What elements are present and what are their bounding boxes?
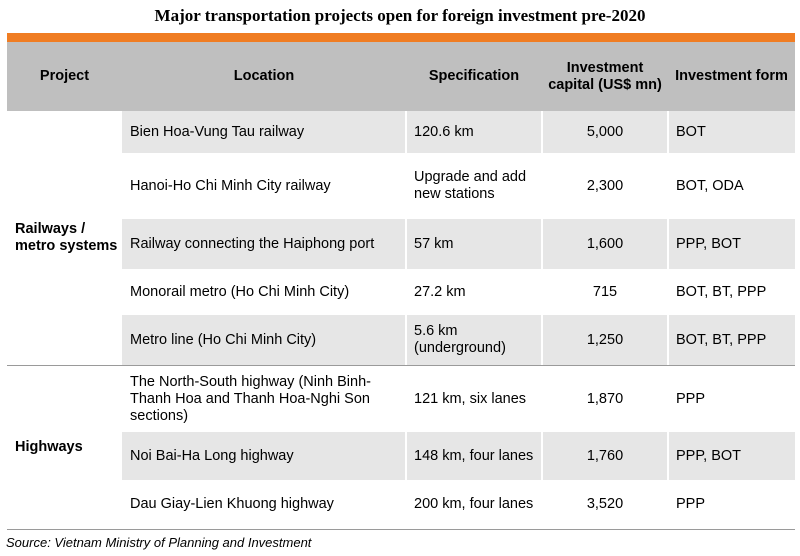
table-row-form: PPP [676, 496, 706, 512]
table-row-capital: 715 [592, 283, 618, 300]
table-bottom-rule [7, 529, 795, 530]
table-row-capital: 1,870 [586, 390, 624, 407]
table-row-spec: 200 km, four lanes [414, 496, 534, 512]
table-row-capital: 1,760 [542, 432, 668, 480]
table-row-location: Monorail metro (Ho Chi Minh City) [130, 283, 350, 300]
table-row-location: Railway connecting the Haiphong port [122, 219, 406, 269]
header-location: Location [122, 42, 406, 111]
table-row-form: PPP, BOT [668, 432, 795, 480]
table-row-location: Hanoi-Ho Chi Minh City railway [130, 177, 331, 194]
table-row-capital: 5,000 [542, 111, 668, 153]
table-row-location: Bien Hoa-Vung Tau railway [122, 111, 406, 153]
table-row-spec: 121 km, six lanes [414, 390, 527, 407]
header-form: Investment form [668, 42, 795, 111]
table-row-spec: 27.2 km [414, 283, 466, 300]
table-row-spec: Upgrade and add new stations [414, 169, 527, 202]
accent-bar [7, 33, 795, 42]
table-row-spec: 57 km [406, 219, 542, 269]
column-divider [667, 111, 669, 529]
header-capital: Investment capital (US$ mn) [542, 42, 668, 111]
table-row-capital: 1,600 [542, 219, 668, 269]
table-row-location: Dau Giay-Lien Khuong highway [130, 496, 334, 512]
column-divider [541, 111, 543, 529]
table-row-location: Metro line (Ho Chi Minh City) [122, 315, 406, 365]
table-row-form: BOT, BT, PPP [668, 315, 795, 365]
header-project: Project [7, 42, 122, 111]
table-row-capital: 3,520 [586, 496, 624, 512]
table-row-form: BOT, BT, PPP [676, 283, 767, 300]
category-highways: Highways [15, 438, 83, 455]
table-row-spec: 120.6 km [406, 111, 542, 153]
table-row-location: Noi Bai-Ha Long highway [122, 432, 406, 480]
table-row-spec: 148 km, four lanes [406, 432, 542, 480]
source-note: Source: Vietnam Ministry of Planning and… [6, 535, 312, 550]
table-row-form: BOT, ODA [676, 177, 744, 194]
table-row-capital: 1,250 [542, 315, 668, 365]
table-row-form: BOT [668, 111, 795, 153]
table-row-form: PPP, BOT [668, 219, 795, 269]
header-specification: Specification [406, 42, 542, 111]
column-divider [405, 111, 407, 529]
table-row-spec: 5.6 km (underground) [406, 315, 542, 365]
category-railways: Railways / metro systems [15, 221, 118, 254]
table-row-location: The North-South highway (Ninh Binh-Thanh… [130, 373, 371, 424]
section-divider [7, 365, 795, 366]
table-title: Major transportation projects open for f… [154, 6, 646, 25]
table-row-form: PPP [676, 390, 706, 407]
table-row-capital: 2,300 [586, 177, 624, 194]
